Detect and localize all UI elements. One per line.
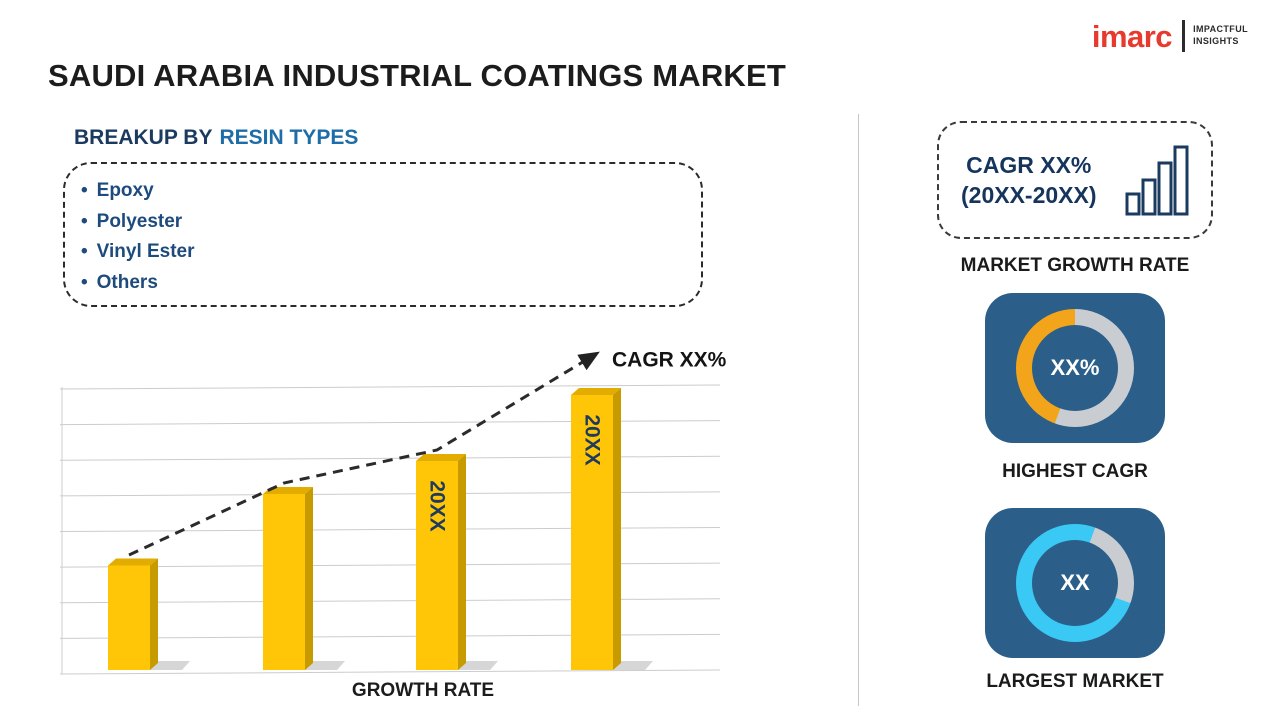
page-title: SAUDI ARABIA INDUSTRIAL COATINGS MARKET bbox=[48, 58, 787, 93]
svg-text:CAGR XX%: CAGR XX% bbox=[612, 349, 727, 372]
cagr-box-line2: (20XX-20XX) bbox=[961, 182, 1097, 208]
highest-cagr-value: XX% bbox=[1050, 355, 1100, 380]
chart-x-axis-label: GROWTH RATE bbox=[351, 680, 495, 701]
logo-tagline: IMPACTFUL INSIGHTS bbox=[1193, 24, 1248, 47]
largest-market-donut-chart: XX bbox=[1016, 524, 1134, 642]
breakup-heading: BREAKUP BY RESIN TYPES bbox=[74, 126, 358, 150]
largest-market-tile: XX bbox=[985, 508, 1165, 658]
resin-type-item: Others bbox=[81, 268, 701, 299]
cagr-box-text: CAGR XX% (20XX-20XX) bbox=[961, 150, 1097, 210]
logo-tagline-line2: INSIGHTS bbox=[1193, 36, 1239, 46]
highest-cagr-tile: XX% bbox=[985, 293, 1165, 443]
breakup-heading-prefix: BREAKUP BY bbox=[74, 126, 213, 149]
bar-growth-icon bbox=[1125, 145, 1189, 216]
svg-text:20XX: 20XX bbox=[581, 414, 604, 465]
resin-type-item: Epoxy bbox=[81, 176, 701, 207]
vertical-divider bbox=[858, 114, 859, 706]
growth-bar-chart: 20XX 20XX CAGR XX% bbox=[59, 349, 727, 675]
imarc-logo: imarc IMPACTFUL INSIGHTS bbox=[1092, 20, 1248, 52]
largest-market-label: LARGEST MARKET bbox=[986, 671, 1164, 692]
highest-cagr-label: HIGHEST CAGR bbox=[1002, 461, 1148, 482]
logo-brand-text: imarc bbox=[1091, 18, 1173, 54]
svg-text:20XX: 20XX bbox=[426, 480, 449, 531]
resin-type-item: Vinyl Ester bbox=[81, 237, 701, 268]
largest-market-value: XX bbox=[1060, 570, 1090, 595]
breakup-heading-highlight: RESIN TYPES bbox=[219, 126, 359, 149]
growth-chart-area: 20XX 20XX CAGR XX% bbox=[59, 340, 730, 710]
logo-divider bbox=[1182, 20, 1186, 52]
highest-cagr-donut-chart: XX% bbox=[1016, 309, 1134, 427]
cagr-box-line1: CAGR XX% bbox=[966, 152, 1092, 178]
resin-types-list: EpoxyPolyesterVinyl EsterOthers bbox=[81, 176, 701, 298]
resin-type-item: Polyester bbox=[81, 207, 701, 238]
resin-types-box: EpoxyPolyesterVinyl EsterOthers bbox=[63, 162, 703, 307]
logo-tagline-line1: IMPACTFUL bbox=[1193, 24, 1248, 35]
market-growth-rate-label: MARKET GROWTH RATE bbox=[960, 255, 1190, 276]
market-growth-rate-box: CAGR XX% (20XX-20XX) bbox=[937, 121, 1213, 239]
